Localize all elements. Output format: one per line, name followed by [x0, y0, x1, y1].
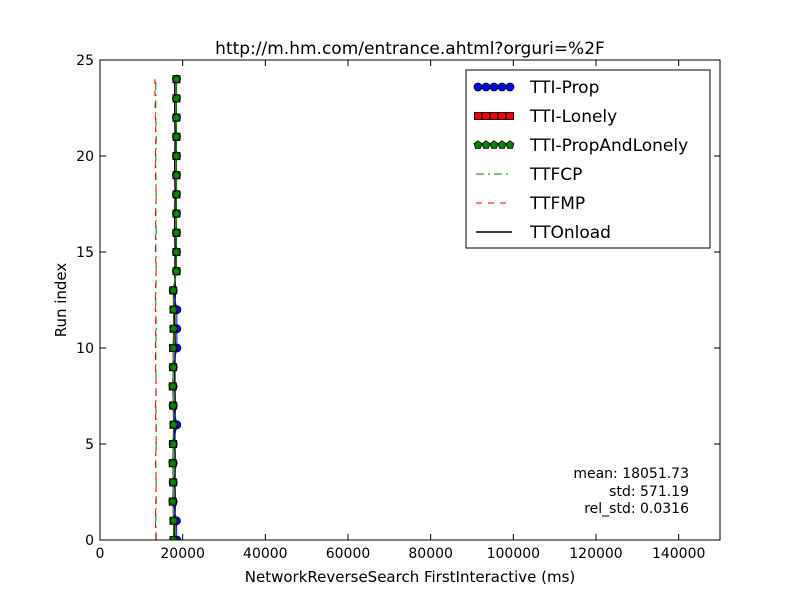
legend-swatch-marker	[481, 112, 490, 121]
series-ttfmp	[154, 79, 157, 540]
legend-label: TTI-Lonely	[529, 107, 617, 127]
legend-swatch-marker	[497, 140, 507, 149]
data-point-tti-propandlonely	[171, 112, 181, 122]
series-layer	[154, 74, 182, 540]
stat-std: std: 571.19	[609, 484, 689, 500]
data-point-tti-propandlonely	[171, 189, 181, 199]
data-point-tti-propandlonely	[171, 151, 181, 160]
series-line-ttfmp	[154, 79, 157, 540]
data-point-tti-propandlonely	[169, 324, 179, 333]
data-point-tti-propandlonely	[171, 93, 181, 103]
plot-frame	[99, 59, 721, 541]
data-point-tti-propandlonely	[171, 208, 181, 218]
y-tick-label: 0	[85, 533, 94, 549]
data-point-tti-propandlonely	[168, 458, 178, 468]
x-axis-label: NetworkReverseSearch FirstInteractive (m…	[245, 568, 576, 586]
legend-label: TTFCP	[529, 165, 582, 185]
x-tick-label: 20000	[160, 546, 205, 562]
data-point-tti-propandlonely	[168, 477, 178, 487]
legend-item-tti-lonely: TTI-Lonely	[473, 107, 617, 127]
legend-swatch-marker	[489, 112, 498, 121]
legend-item-ttonload: TTOnload	[476, 223, 611, 243]
legend-item-ttfmp: TTFMP	[476, 194, 585, 214]
x-tick-label: 140000	[652, 546, 705, 562]
data-point-tti-propandlonely	[168, 381, 178, 391]
x-tick-label: 80000	[408, 546, 453, 562]
y-tick-label: 25	[76, 53, 94, 69]
y-tick-label: 20	[76, 149, 94, 165]
data-point-tti-propandlonely	[169, 516, 179, 525]
stat-rel-std: rel_std: 0.0316	[584, 501, 689, 517]
y-tick-label: 5	[85, 437, 94, 453]
data-point-tti-propandlonely	[171, 228, 181, 237]
x-tick-label: 120000	[569, 546, 622, 562]
ticks-layer: 0 20000 40000 60000 80000 100000 120000 140000 0…	[76, 53, 720, 562]
data-point-tti-propandlonely	[168, 343, 178, 352]
y-tick-label: 10	[76, 341, 94, 357]
legend-swatch-marker	[505, 82, 515, 92]
data-point-tti-propandlonely	[168, 400, 178, 410]
y-axis-label: Run index	[52, 263, 70, 338]
y-tick-label: 15	[76, 245, 94, 261]
data-point-tti-propandlonely	[171, 247, 181, 256]
legend-box	[465, 69, 711, 249]
legend: TTI-Prop TTI-Lonely TTI-PropAndLonely TTFCP…	[465, 69, 711, 249]
data-point-tti-propandlonely	[171, 132, 181, 141]
data-point-tti-propandlonely	[171, 170, 181, 180]
legend-item-tti-prop: TTI-Prop	[473, 78, 599, 98]
data-point-tti-propandlonely	[168, 362, 178, 372]
legend-swatch-marker	[505, 112, 514, 121]
data-point-tti-propandlonely	[171, 74, 181, 83]
legend-label: TTI-Prop	[529, 78, 599, 98]
legend-swatch-marker	[473, 140, 483, 149]
legend-swatch-marker	[505, 140, 515, 149]
legend-swatch-marker	[497, 112, 506, 121]
data-point-tti-propandlonely	[171, 266, 181, 276]
legend-label: TTOnload	[529, 223, 611, 243]
chart-title: http://m.hm.com/entrance.ahtml?orguri=%2…	[215, 39, 605, 59]
data-point-tti-propandlonely	[169, 420, 179, 429]
legend-label: TTI-PropAndLonely	[529, 136, 688, 156]
legend-swatch-marker	[489, 140, 499, 149]
x-tick-label: 40000	[243, 546, 288, 562]
data-point-tti-propandlonely	[168, 439, 178, 448]
legend-swatch-marker	[473, 82, 483, 92]
legend-swatch-marker	[481, 140, 491, 149]
data-point-tti-propandlonely	[169, 304, 179, 314]
legend-swatch-marker	[481, 82, 491, 92]
x-tick-label: 100000	[487, 546, 540, 562]
stat-mean: mean: 18051.73	[573, 466, 689, 482]
legend-swatch-marker	[489, 82, 499, 92]
legend-swatch-marker	[473, 112, 482, 121]
x-tick-label: 60000	[326, 546, 371, 562]
data-point-tti-propandlonely	[169, 535, 179, 540]
x-tick-label: 0	[96, 546, 105, 562]
legend-item-ttfcp: TTFCP	[476, 165, 582, 185]
legend-swatch-marker	[497, 82, 507, 92]
data-point-tti-propandlonely	[168, 496, 178, 506]
stats-annotation: mean: 18051.73 std: 571.19 rel_std: 0.03…	[573, 466, 689, 517]
series-tti-propandlonely	[168, 74, 181, 540]
legend-label: TTFMP	[529, 194, 585, 214]
data-point-tti-propandlonely	[168, 285, 178, 295]
legend-item-tti-propandlonely: TTI-PropAndLonely	[473, 136, 688, 156]
